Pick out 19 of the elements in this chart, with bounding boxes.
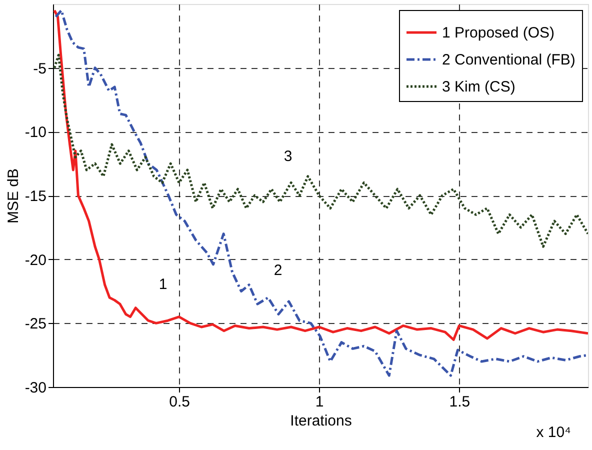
x-axis-title: Iterations bbox=[290, 412, 352, 430]
y-tick-label: -20 bbox=[24, 252, 46, 269]
y-tick-label: -15 bbox=[24, 188, 46, 205]
y-tick-label: -5 bbox=[33, 60, 46, 78]
y-tick-label: -30 bbox=[24, 380, 46, 396]
y-axis-title: MSE dB bbox=[4, 168, 22, 224]
annotation: 1 bbox=[158, 276, 168, 293]
text: x 10⁴ bbox=[536, 424, 571, 441]
legend-label: 3 Kim (CS) bbox=[442, 78, 516, 96]
x-tick-label: 0.5 bbox=[169, 394, 190, 410]
x-tick-label: 1.5 bbox=[449, 394, 470, 410]
legend-label: 1 Proposed (OS) bbox=[442, 24, 555, 42]
annotation: 2 bbox=[274, 262, 282, 279]
legend-label: 2 Conventional (FB) bbox=[442, 52, 576, 68]
annotation: 3 bbox=[284, 148, 292, 165]
y-tick-label: -25 bbox=[24, 316, 46, 333]
y-tick-label: -10 bbox=[24, 124, 46, 142]
line-series bbox=[53, 54, 588, 248]
x-tick-label: 1 bbox=[315, 394, 324, 410]
